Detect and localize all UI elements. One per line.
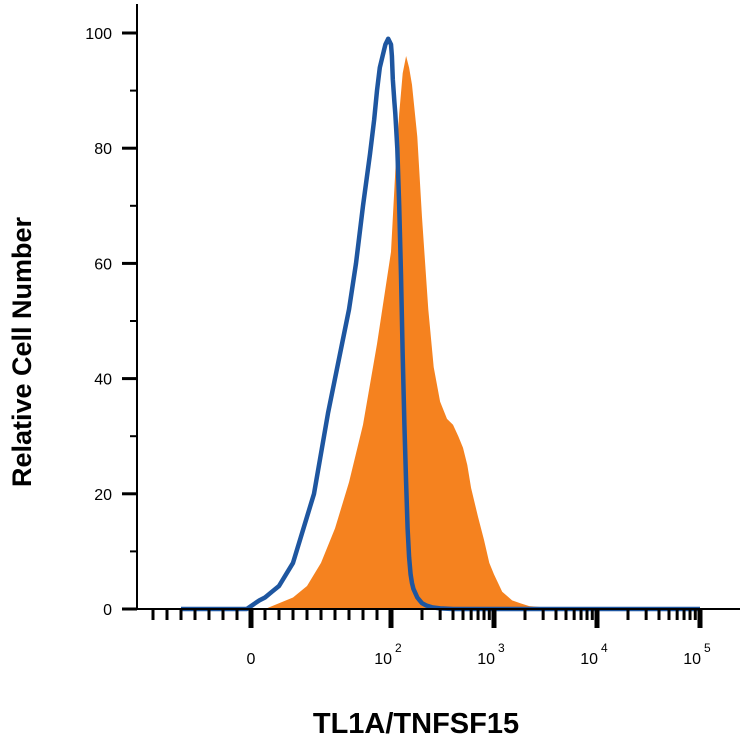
x-tick-label: 105 — [683, 641, 711, 668]
y-tick-label: 0 — [103, 602, 112, 619]
x-tick-label: 104 — [580, 641, 608, 668]
series-filled-histogram — [181, 56, 700, 609]
ticks-layer: 0 20 40 60 80 100 0 102 103 104 105 — [85, 26, 711, 668]
x-tick-label: 102 — [374, 641, 402, 668]
y-tick-label: 60 — [94, 256, 112, 273]
series-outline-histogram — [181, 36, 700, 612]
x-tick-label: 103 — [477, 641, 505, 668]
x-tick-label: 0 — [247, 651, 256, 668]
y-tick-label: 80 — [94, 141, 112, 158]
y-axis-title: Relative Cell Number — [7, 216, 37, 487]
y-tick-label: 20 — [94, 487, 112, 504]
y-tick-label: 40 — [94, 372, 112, 389]
y-tick-label: 100 — [85, 26, 112, 43]
x-axis-title: TL1A/TNFSF15 — [313, 708, 519, 740]
series-layer — [181, 36, 700, 612]
axes-layer — [122, 4, 740, 610]
